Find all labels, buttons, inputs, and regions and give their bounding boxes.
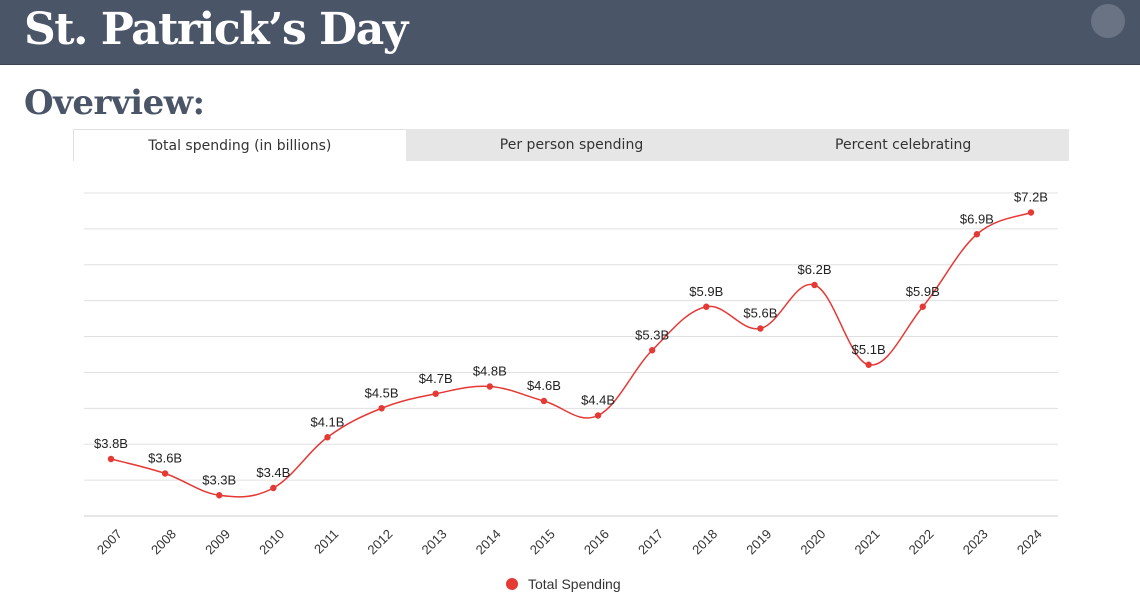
data-point bbox=[594, 412, 602, 419]
data-point bbox=[324, 434, 331, 441]
data-label: $4.7B bbox=[419, 371, 453, 386]
x-tick-label: 2017 bbox=[635, 526, 666, 557]
x-tick-label: 2011 bbox=[311, 526, 341, 556]
data-label: $3.3B bbox=[202, 472, 236, 487]
data-label: $5.6B bbox=[743, 306, 777, 321]
data-label: $3.6B bbox=[148, 451, 182, 466]
x-tick-label: 2013 bbox=[419, 526, 450, 557]
data-label: $4.8B bbox=[473, 364, 507, 379]
data-point bbox=[432, 390, 439, 397]
data-point bbox=[811, 281, 818, 289]
tab-total-spending[interactable]: Total spending (in billions) bbox=[73, 129, 406, 161]
data-label: $4.6B bbox=[527, 378, 561, 393]
x-tick-label: 2015 bbox=[527, 526, 558, 557]
data-label: $5.3B bbox=[635, 327, 669, 342]
x-tick-label: 2019 bbox=[743, 526, 774, 557]
data-point bbox=[1027, 209, 1035, 216]
data-point bbox=[161, 470, 169, 477]
data-label: $4.4B bbox=[581, 393, 615, 408]
data-point bbox=[216, 492, 223, 499]
x-tick-label: 2024 bbox=[1014, 526, 1045, 557]
tab-bar: Total spending (in billions) Per person … bbox=[73, 129, 1069, 161]
tab-percent-celebrating[interactable]: Percent celebrating bbox=[835, 137, 972, 153]
legend-marker bbox=[506, 578, 518, 590]
data-point bbox=[378, 405, 385, 412]
x-tick-label: 2009 bbox=[202, 526, 233, 557]
page-title: St. Patrick’s Day bbox=[24, 4, 408, 55]
x-tick-label: 2016 bbox=[581, 526, 612, 557]
data-label: $5.9B bbox=[689, 284, 723, 299]
x-tick-label: 2023 bbox=[960, 526, 991, 557]
x-tick-label: 2022 bbox=[906, 526, 937, 557]
x-tick-label: 2007 bbox=[94, 526, 125, 557]
section-title: Overview: bbox=[24, 83, 205, 123]
data-point bbox=[703, 303, 710, 310]
legend-label: Total Spending bbox=[528, 576, 621, 592]
data-label: $5.1B bbox=[852, 342, 886, 357]
x-tick-label: 2018 bbox=[689, 526, 720, 557]
header-bar: St. Patrick’s Day bbox=[0, 0, 1140, 65]
data-label: $4.1B bbox=[310, 414, 344, 429]
x-tick-label: 2020 bbox=[797, 526, 828, 557]
data-label: $3.4B bbox=[256, 465, 290, 480]
data-label: $6.2B bbox=[798, 262, 832, 277]
x-tick-label: 2012 bbox=[364, 526, 395, 557]
data-point bbox=[486, 383, 494, 390]
menu-icon[interactable] bbox=[1091, 4, 1125, 38]
x-tick-label: 2021 bbox=[851, 526, 882, 557]
series-line-total-spending bbox=[110, 211, 1032, 498]
x-tick-label: 2008 bbox=[148, 526, 179, 557]
chart-legend[interactable]: Total Spending bbox=[506, 576, 621, 592]
x-tick-label: 2014 bbox=[473, 526, 504, 557]
data-point bbox=[648, 347, 656, 354]
data-point bbox=[973, 231, 981, 238]
data-point bbox=[540, 397, 548, 405]
data-label: $7.2B bbox=[1014, 190, 1048, 205]
data-label: $6.9B bbox=[960, 211, 994, 226]
data-label: $3.8B bbox=[94, 436, 128, 451]
data-label: $5.9B bbox=[906, 284, 940, 299]
data-point bbox=[270, 484, 277, 492]
data-point bbox=[107, 455, 115, 463]
x-tick-label: 2010 bbox=[256, 526, 287, 557]
data-label: $4.5B bbox=[365, 385, 399, 400]
tab-per-person-spending[interactable]: Per person spending bbox=[499, 137, 644, 153]
data-point bbox=[757, 325, 764, 332]
data-point bbox=[919, 303, 926, 310]
data-point bbox=[865, 361, 872, 368]
